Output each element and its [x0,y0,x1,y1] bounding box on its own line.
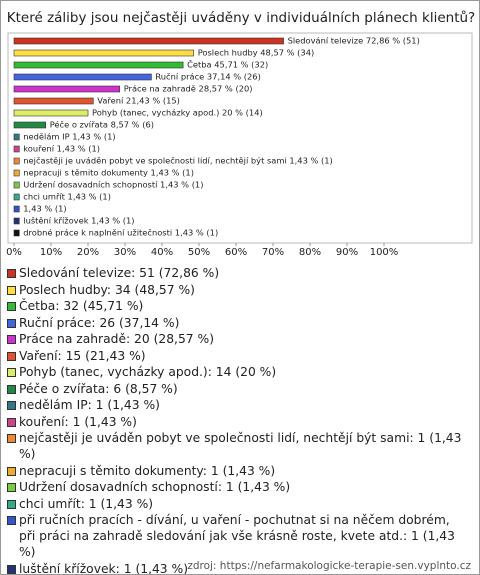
legend-swatch [7,466,16,476]
bar-label: Udržení dosavadních schopností 1,43 % (1… [23,180,203,190]
legend-swatch [7,269,16,278]
bar [13,145,20,153]
bar-label: Ruční práce 37,14 % (26) [155,72,260,82]
bar-label: nejčastěji je uváděn pobyt ve společnost… [23,156,333,166]
x-tick-label: 70% [262,247,284,258]
legend-item: při ručních pracích - dívání, u vaření -… [7,512,469,560]
bar-label: Vaření 21,43 % (15) [97,96,180,106]
bar [13,229,20,237]
legend-item: Sledování televize: 51 (72,86 %) [7,265,469,281]
legend-label: chci umřít: 1 (1,43 %) [19,496,154,511]
plot-frame [7,32,473,244]
chart-title: Které záliby jsou nejčastěji uváděny v i… [7,10,475,26]
legend-swatch [7,516,16,525]
legend-swatch [7,318,16,328]
bar [13,193,20,201]
legend-item: nedělám IP: 1 (1,43 %) [7,397,469,413]
bar-label: Péče o zvířata 8,57 % (6) [50,120,154,130]
legend-item: chci umřít: 1 (1,43 %) [7,496,469,512]
legend-item: Poslech hudby: 34 (48,57 %) [7,282,469,298]
legend: Sledování televize: 51 (72,86 %) Poslech … [7,265,469,575]
x-tick-label: 30% [114,247,136,258]
legend-item: Ruční práce: 26 (37,14 %) [7,315,469,331]
bar-label: Četba 45,71 % (32) [187,59,268,70]
legend-label: Poslech hudby: 34 (48,57 %) [19,282,195,297]
bar-label: Práce na zahradě 28,57 % (20) [124,84,253,94]
legend-label: nepracuji s těmito dokumenty: 1 (1,43 %) [19,463,276,478]
bar [13,133,20,141]
legend-item: Práce na zahradě: 20 (28,57 %) [7,331,469,347]
bar-label: Sledování televize 72,86 % (51) [288,36,420,46]
x-tick-label: 0% [6,247,22,258]
x-tick-label: 10% [40,247,62,258]
bar [13,181,20,189]
bar-label: nepracuji s těmito dokumenty 1,43 % (1) [23,168,194,178]
legend-item: Péče o zvířata: 6 (8,57 %) [7,381,469,397]
legend-item: Pohyb (tanec, vycházky apod.): 14 (20 %) [7,364,469,380]
bar [13,205,20,213]
bar [13,37,284,45]
legend-item: kouření: 1 (1,43 %) [7,414,469,430]
legend-label: Sledování televize: 51 (72,86 %) [19,266,220,280]
bar [13,97,94,105]
legend-label: nejčastěji je uváděn pobyt ve společnost… [19,431,462,461]
bar [13,121,47,129]
legend-label: luštění křížovek: 1 (1,43 %) [19,561,189,575]
bar [13,73,152,81]
x-tick-label: 90% [336,247,358,258]
legend-label: Četba: 32 (45,71 %) [19,299,144,313]
bar-label: Pohyb (tanec, vycházky apod.) 20 % (14) [92,108,263,118]
legend-swatch [7,401,16,410]
legend-swatch [7,417,16,427]
legend-label: Udržení dosavadních schopností: 1 (1,43 … [19,480,291,494]
bar [13,169,20,177]
x-tick-label: 100% [370,247,399,258]
legend-label: Pohyb (tanec, vycházky apod.): 14 (20 %) [19,365,277,379]
legend-item: Vaření: 15 (21,43 %) [7,348,469,364]
x-tick-label: 60% [225,247,247,258]
chart: Které záliby jsou nejčastěji uváděny v i… [6,10,475,258]
x-tick-label: 20% [77,247,99,258]
legend-label: Vaření: 15 (21,43 %) [19,348,146,363]
bar-label: nedělám IP 1,43 % (1) [23,132,115,142]
bar [13,109,89,117]
bar [13,85,121,93]
bar-label: kouření 1,43 % (1) [23,144,100,154]
legend-item: nejčastěji je uváděn pobyt ve společnost… [7,430,469,462]
source: zdroj: https://nefarmakologicke-terapie-… [187,560,471,572]
legend-swatch [7,351,16,361]
bar-label: luštění křížovek 1,43 % (1) [23,216,134,226]
legend-label: při ručních pracích - dívání, u vaření -… [19,513,455,559]
legend-swatch [7,483,16,492]
legend-swatch [7,302,16,311]
legend-swatch [7,434,16,443]
legend-swatch [7,335,16,344]
legend-item: luštění křížovek: 1 (1,43 %) [7,561,469,575]
bar [13,217,20,225]
legend-label: nedělám IP: 1 (1,43 %) [19,398,160,412]
x-tick-label: 50% [188,247,210,258]
legend-label: kouření: 1 (1,43 %) [19,414,137,429]
legend-item: nepracuji s těmito dokumenty: 1 (1,43 %) [7,463,469,479]
legend-label: Práce na zahradě: 20 (28,57 %) [19,332,215,346]
x-tick-label: 80% [299,247,321,258]
legend-item: Četba: 32 (45,71 %) [7,298,469,314]
bar [13,49,195,57]
legend-swatch [7,285,16,295]
legend-swatch [7,368,16,377]
bar [13,61,184,69]
legend-label: Ruční práce: 26 (37,14 %) [19,315,180,330]
legend-swatch [7,564,16,574]
x-tick-label: 40% [151,247,173,258]
legend-item: Udržení dosavadních schopností: 1 (1,43 … [7,479,469,495]
bar-label: chci umřít 1,43 % (1) [23,192,111,202]
bar-label: Poslech hudby 48,57 % (34) [198,48,315,58]
legend-swatch [7,384,16,394]
bar [13,157,20,165]
legend-swatch [7,499,16,509]
legend-label: Péče o zvířata: 6 (8,57 %) [19,381,178,396]
bar-label: drobné práce k naplnění užitečnosti 1,43… [23,228,218,238]
bar-label: 1,43 % (1) [23,204,66,214]
